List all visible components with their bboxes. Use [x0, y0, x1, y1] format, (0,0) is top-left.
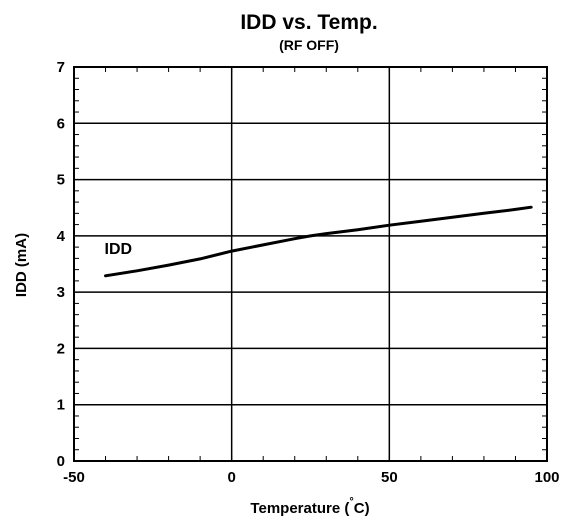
chart-subtitle: (RF OFF)	[279, 37, 339, 53]
y-tick-label: 2	[57, 340, 65, 357]
series-line-idd	[104, 205, 533, 278]
grid-lines	[74, 67, 547, 461]
x-tick-label: -50	[63, 469, 85, 486]
chart-title: IDD vs. Temp.	[240, 11, 377, 34]
minor-ticks	[73, 66, 548, 462]
y-axis-title: IDD (mA)	[13, 233, 30, 297]
y-tick-label: 4	[57, 228, 66, 245]
y-tick-label: 6	[57, 115, 65, 132]
series-label: IDD	[105, 241, 133, 258]
y-tick-label: 5	[57, 172, 65, 189]
x-tick-label: 50	[381, 469, 398, 486]
plot-frame	[73, 66, 548, 462]
y-tick-label: 3	[57, 284, 65, 301]
x-tick-label: 100	[534, 469, 559, 486]
y-tick-label: 1	[57, 397, 65, 414]
x-tick-label: 0	[227, 469, 235, 486]
y-tick-label: 7	[57, 59, 65, 76]
y-tick-label: 0	[57, 453, 65, 470]
series-layer: IDD	[104, 205, 533, 278]
x-axis-title: Temperature (°C)	[250, 496, 369, 517]
